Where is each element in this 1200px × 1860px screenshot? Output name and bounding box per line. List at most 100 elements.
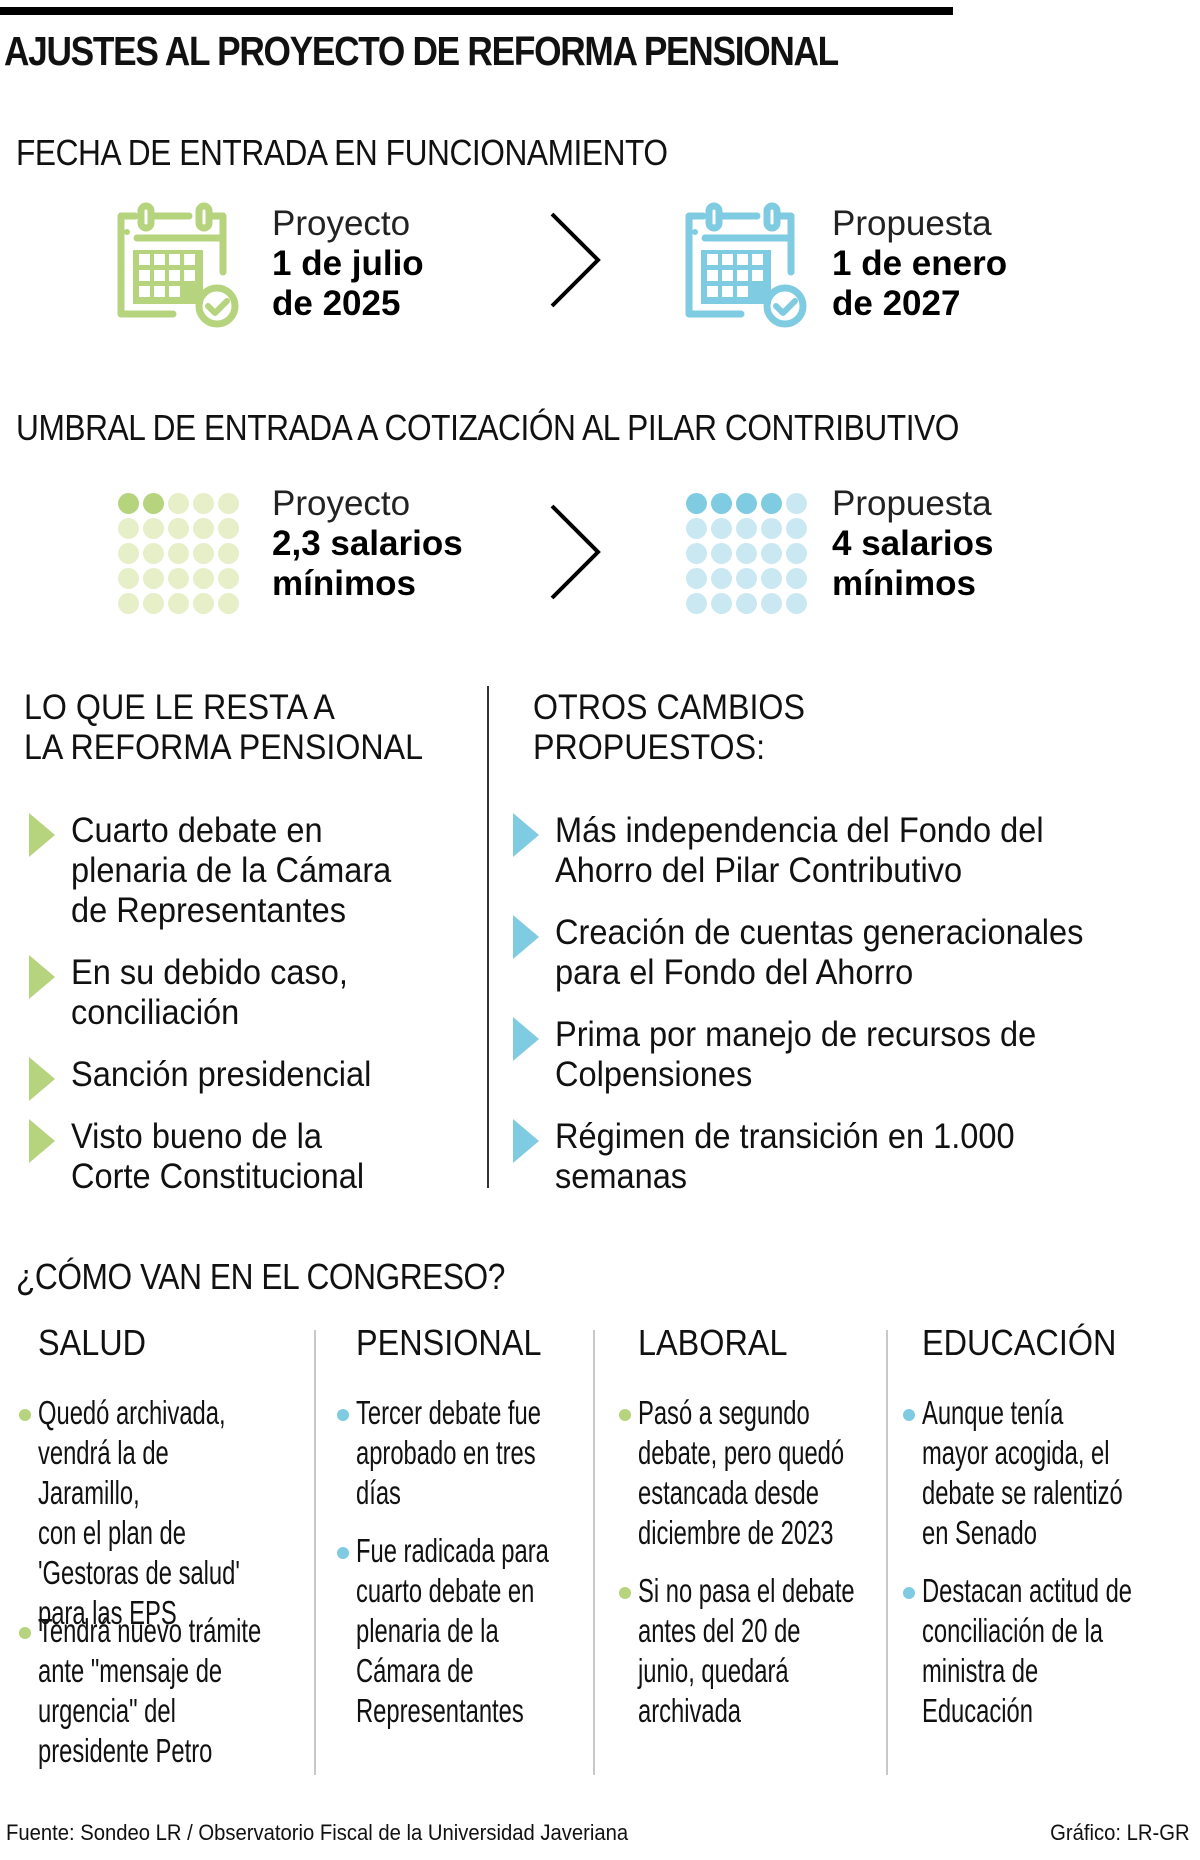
bullet-dot-icon — [903, 1409, 915, 1421]
dot — [686, 518, 707, 539]
umbral-propuesta-line2: mínimos — [832, 564, 976, 603]
dot — [168, 493, 189, 514]
congreso-column-title: SALUD — [38, 1322, 147, 1363]
resta-heading-line2: LA REFORMA PENSIONAL — [24, 728, 424, 767]
list-item-line: Colpensiones — [555, 1055, 753, 1094]
otros-heading-line2: PROPUESTOS: — [533, 728, 766, 767]
dot — [118, 593, 139, 614]
dot — [218, 593, 239, 614]
dot — [218, 543, 239, 564]
umbral-propuesta-line1: 4 salarios — [832, 524, 994, 563]
bullet-dot-icon — [619, 1409, 631, 1421]
bullet-dot-icon — [903, 1587, 915, 1599]
congreso-divider — [593, 1330, 595, 1775]
dot — [711, 568, 732, 589]
list-item-line: En su debido caso, — [71, 953, 348, 992]
list-item-line: Corte Constitucional — [71, 1157, 365, 1196]
list-item-line: Prima por manejo de recursos de — [555, 1015, 1037, 1054]
list-item-line: plenaria de la Cámara — [71, 851, 392, 890]
dot — [193, 493, 214, 514]
triangle-bullet-icon — [29, 813, 55, 857]
umbral-heading: UMBRAL DE ENTRADA A COTIZACIÓN AL PILAR … — [16, 407, 959, 448]
dot — [736, 568, 757, 589]
dot — [761, 518, 782, 539]
triangle-bullet-icon — [29, 1057, 55, 1101]
dot — [761, 543, 782, 564]
fecha-proyecto-line2: de 2025 — [272, 284, 401, 323]
fecha-propuesta-line1: 1 de enero — [832, 244, 1008, 283]
congreso-item: Tercer debate fue aprobado en tres días — [356, 1394, 541, 1511]
triangle-bullet-icon — [29, 1119, 55, 1163]
dot — [736, 593, 757, 614]
chevron-right-icon — [550, 212, 601, 308]
dot — [193, 518, 214, 539]
congreso-item: Aunque tenía mayor acogida, el debate se… — [922, 1394, 1123, 1551]
fecha-propuesta-line2: de 2027 — [832, 284, 961, 323]
list-item-line: semanas — [555, 1157, 688, 1196]
otros-heading: OTROS CAMBIOS PROPUESTOS: — [533, 688, 829, 768]
dot — [143, 568, 164, 589]
resta-heading: LO QUE LE RESTA A LA REFORMA PENSIONAL — [24, 688, 458, 768]
list-item-line: Régimen de transición en 1.000 — [555, 1117, 1015, 1156]
column-divider — [487, 686, 489, 1188]
dot — [736, 543, 757, 564]
dot — [711, 543, 732, 564]
triangle-bullet-icon — [513, 1119, 539, 1163]
congreso-item: Tendrá nuevo trámite ante "mensaje de ur… — [38, 1612, 262, 1769]
dot — [118, 568, 139, 589]
triangle-bullet-icon — [513, 813, 539, 857]
footer-source: Fuente: Sondeo LR / Observatorio Fiscal … — [6, 1820, 629, 1845]
bullet-dot-icon — [19, 1409, 31, 1421]
bullet-dot-icon — [337, 1409, 349, 1421]
list-item-line: Ahorro del Pilar Contributivo — [555, 851, 963, 890]
umbral-proyecto-label: Proyecto — [272, 484, 411, 523]
congreso-divider — [314, 1330, 316, 1775]
congreso-item: Pasó a segundo debate, pero quedó estanc… — [638, 1394, 845, 1551]
bullet-dot-icon — [19, 1627, 31, 1639]
dot-grid-icon — [118, 493, 239, 614]
otros-heading-line1: OTROS CAMBIOS — [533, 688, 805, 727]
bullet-dot-icon — [337, 1547, 349, 1559]
list-item-line: Cuarto debate en — [71, 811, 323, 850]
congreso-column-title: PENSIONAL — [356, 1322, 542, 1363]
fecha-propuesta-label: Propuesta — [832, 204, 992, 243]
congreso-item: Si no pasa el debate antes del 20 de jun… — [638, 1572, 855, 1729]
dot — [786, 568, 807, 589]
dot — [143, 543, 164, 564]
dot — [786, 543, 807, 564]
dot — [761, 593, 782, 614]
dot — [686, 543, 707, 564]
umbral-propuesta-label: Propuesta — [832, 484, 992, 523]
umbral-proyecto-line2: mínimos — [272, 564, 416, 603]
list-item-line: Visto bueno de la — [71, 1117, 322, 1156]
list-item-line: de Representantes — [71, 891, 347, 930]
congreso-column-title: EDUCACIÓN — [922, 1322, 1117, 1363]
fecha-heading: FECHA DE ENTRADA EN FUNCIONAMIENTO — [16, 132, 668, 173]
calendar-check-icon — [117, 202, 239, 328]
dot — [193, 593, 214, 614]
triangle-bullet-icon — [513, 1017, 539, 1061]
list-item-line: para el Fondo del Ahorro — [555, 953, 914, 992]
dot — [711, 518, 732, 539]
dot — [686, 593, 707, 614]
umbral-proyecto-block: Proyecto 2,3 salarios mínimos — [272, 484, 463, 604]
dot — [168, 518, 189, 539]
footer-credit: Gráfico: LR-GR — [1050, 1820, 1190, 1845]
dot — [786, 518, 807, 539]
dot — [118, 493, 139, 514]
list-item-line: conciliación — [71, 993, 240, 1032]
dot — [193, 568, 214, 589]
dot — [761, 493, 782, 514]
dot — [736, 493, 757, 514]
dot — [711, 493, 732, 514]
dot — [143, 493, 164, 514]
list-item-line: Creación de cuentas generacionales — [555, 913, 1084, 952]
dot — [686, 568, 707, 589]
top-rule — [0, 7, 953, 15]
dot — [761, 568, 782, 589]
list-item-line: Más independencia del Fondo del — [555, 811, 1044, 850]
congreso-heading: ¿CÓMO VAN EN EL CONGRESO? — [16, 1256, 505, 1297]
dot — [168, 568, 189, 589]
umbral-propuesta-block: Propuesta 4 salarios mínimos — [832, 484, 994, 604]
fecha-proyecto-line1: 1 de julio — [272, 244, 424, 283]
